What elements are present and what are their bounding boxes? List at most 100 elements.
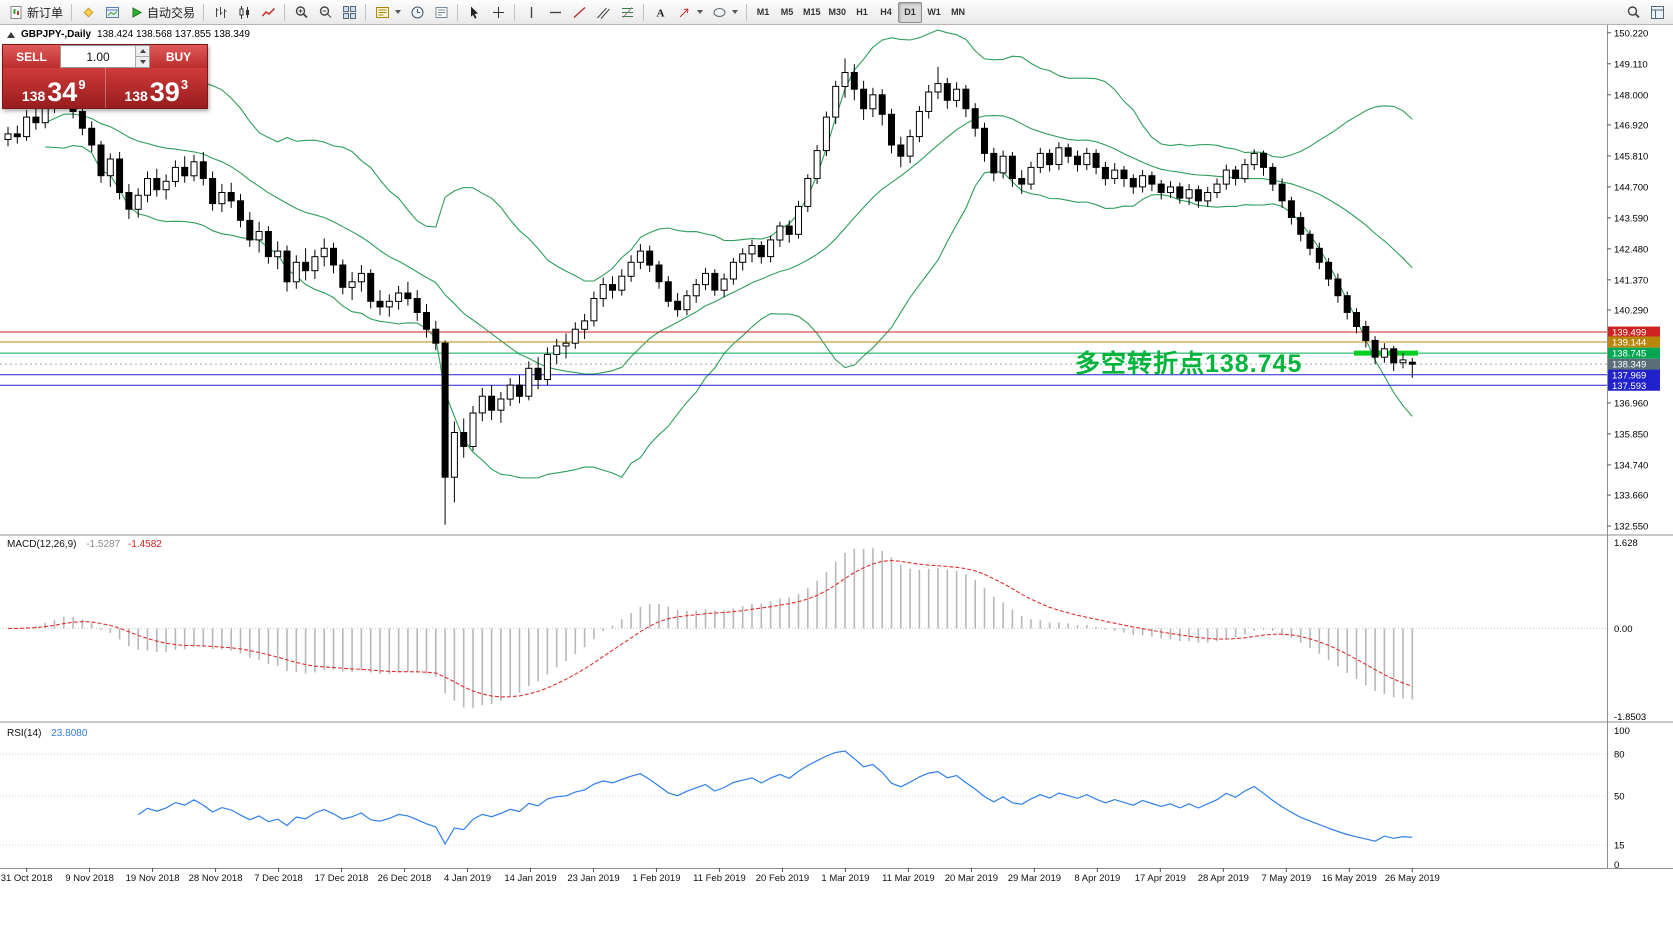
autotrading-play-icon <box>128 4 144 20</box>
chart-list-button[interactable] <box>1645 2 1669 23</box>
svg-text:20 Feb 2019: 20 Feb 2019 <box>756 873 809 884</box>
candlestick-chart-button[interactable] <box>232 2 256 23</box>
news-button[interactable] <box>429 2 453 23</box>
timeframe-d1[interactable]: D1 <box>898 1 923 23</box>
zoom-out-button[interactable] <box>313 2 337 23</box>
sell-price[interactable]: 138 34 9 <box>3 68 106 108</box>
indicator-series <box>0 548 1607 846</box>
text-label-button[interactable]: A <box>648 2 672 23</box>
svg-text:28 Apr 2019: 28 Apr 2019 <box>1198 873 1249 884</box>
macd-signal-value: -1.4582 <box>127 539 162 550</box>
profiles-button[interactable] <box>370 2 405 23</box>
charts-window-button[interactable] <box>100 2 124 23</box>
svg-text:150.220: 150.220 <box>1614 28 1648 39</box>
fibonacci-button[interactable] <box>615 2 639 23</box>
toolbar-separator <box>284 3 286 21</box>
profiles-icon <box>374 4 390 20</box>
svg-text:-1.8503: -1.8503 <box>1614 712 1646 723</box>
toolbar-separator <box>365 3 367 21</box>
ohlc-values: 138.424 138.568 137.855 138.349 <box>97 29 250 40</box>
bollinger-bands <box>44 29 1413 479</box>
rsi-label: RSI(14) <box>7 728 42 739</box>
volume-value[interactable]: 1.00 <box>86 49 110 64</box>
horizontal-line-button[interactable] <box>543 2 567 23</box>
autotrading-button[interactable]: 自动交易 <box>124 2 199 23</box>
buy-button[interactable]: BUY <box>150 45 207 68</box>
svg-text:1 Feb 2019: 1 Feb 2019 <box>632 873 680 884</box>
arrow-tool-button[interactable] <box>672 2 707 23</box>
timeframe-h4[interactable]: H4 <box>874 2 898 23</box>
toolbar-separator <box>643 3 645 21</box>
svg-text:1 Mar 2019: 1 Mar 2019 <box>821 873 869 884</box>
timeframe-w1[interactable]: W1 <box>922 2 946 23</box>
toolbar-separator <box>457 3 459 21</box>
clock-icon <box>409 4 425 20</box>
svg-text:19 Nov 2018: 19 Nov 2018 <box>126 873 180 884</box>
svg-text:11 Mar 2019: 11 Mar 2019 <box>882 873 935 884</box>
equidistant-channel-button[interactable] <box>591 2 615 23</box>
timeframe-mn[interactable]: MN <box>946 2 970 23</box>
one-click-collapse-icon[interactable] <box>7 31 15 38</box>
candlestick-chart-icon <box>236 4 252 20</box>
vertical-line-button[interactable] <box>519 2 543 23</box>
bar-chart-icon <box>212 4 228 20</box>
buy-price[interactable]: 138 39 3 <box>106 68 208 108</box>
metaeditor-button[interactable] <box>76 2 100 23</box>
svg-text:9 Nov 2018: 9 Nov 2018 <box>65 873 114 884</box>
crosshair-icon <box>490 4 506 20</box>
bar-chart-button[interactable] <box>208 2 232 23</box>
timeframe-m1[interactable]: M1 <box>751 2 775 23</box>
trendline-icon <box>571 4 587 20</box>
sell-price-pips: 34 <box>47 77 78 107</box>
sell-button[interactable]: SELL <box>3 45 60 68</box>
shapes-button[interactable] <box>707 2 742 23</box>
svg-text:133.660: 133.660 <box>1614 491 1648 502</box>
macd-header: MACD(12,26,9) -1.5287 -1.4582 <box>7 539 162 550</box>
toolbar-separator <box>514 3 516 21</box>
shapes-icon <box>711 4 727 20</box>
search-button[interactable] <box>1621 2 1645 23</box>
svg-text:17 Apr 2019: 17 Apr 2019 <box>1135 873 1186 884</box>
svg-text:15: 15 <box>1614 841 1625 852</box>
svg-text:8 Apr 2019: 8 Apr 2019 <box>1074 873 1120 884</box>
chart-list-icon <box>1649 4 1665 20</box>
zoom-in-icon <box>293 4 309 20</box>
svg-text:0: 0 <box>1614 860 1619 871</box>
metaeditor-icon <box>80 4 96 20</box>
new-order-icon <box>8 4 24 20</box>
volume-up-icon <box>139 49 146 53</box>
svg-text:135.850: 135.850 <box>1614 429 1648 440</box>
crosshair-button[interactable] <box>486 2 510 23</box>
horizontal-line-icon <box>547 4 563 20</box>
svg-text:134.740: 134.740 <box>1614 460 1648 471</box>
timeframe-m5[interactable]: M5 <box>775 2 799 23</box>
svg-text:137.593: 137.593 <box>1612 381 1646 392</box>
svg-text:143.590: 143.590 <box>1614 213 1648 224</box>
svg-text:26 Dec 2018: 26 Dec 2018 <box>378 873 432 884</box>
cursor-button[interactable] <box>462 2 486 23</box>
trendline-button[interactable] <box>567 2 591 23</box>
svg-text:149.110: 149.110 <box>1614 59 1648 70</box>
timeframe-m15[interactable]: M15 <box>799 2 825 23</box>
svg-text:1.628: 1.628 <box>1614 538 1638 549</box>
macd-main-value: -1.5287 <box>86 539 121 550</box>
volume-down-button[interactable] <box>136 57 149 67</box>
timeframe-m30[interactable]: M30 <box>825 2 851 23</box>
timeframe-h1[interactable]: H1 <box>850 2 874 23</box>
period-converter-button[interactable] <box>405 2 429 23</box>
zoom-in-button[interactable] <box>289 2 313 23</box>
volume-stepper[interactable]: 1.00 <box>60 45 150 68</box>
tile-windows-button[interactable] <box>337 2 361 23</box>
equidistant-channel-icon <box>595 4 611 20</box>
svg-text:141.370: 141.370 <box>1614 275 1648 286</box>
charts-window-icon <box>104 4 120 20</box>
cursor-icon <box>466 4 482 20</box>
svg-text:7 May 2019: 7 May 2019 <box>1261 873 1311 884</box>
svg-text:139.144: 139.144 <box>1612 337 1646 348</box>
line-chart-button[interactable] <box>256 2 280 23</box>
new-order-button[interactable]: 新订单 <box>4 2 67 23</box>
svg-text:132.550: 132.550 <box>1614 522 1648 533</box>
volume-up-button[interactable] <box>136 46 149 57</box>
svg-text:139.499: 139.499 <box>1612 328 1646 339</box>
